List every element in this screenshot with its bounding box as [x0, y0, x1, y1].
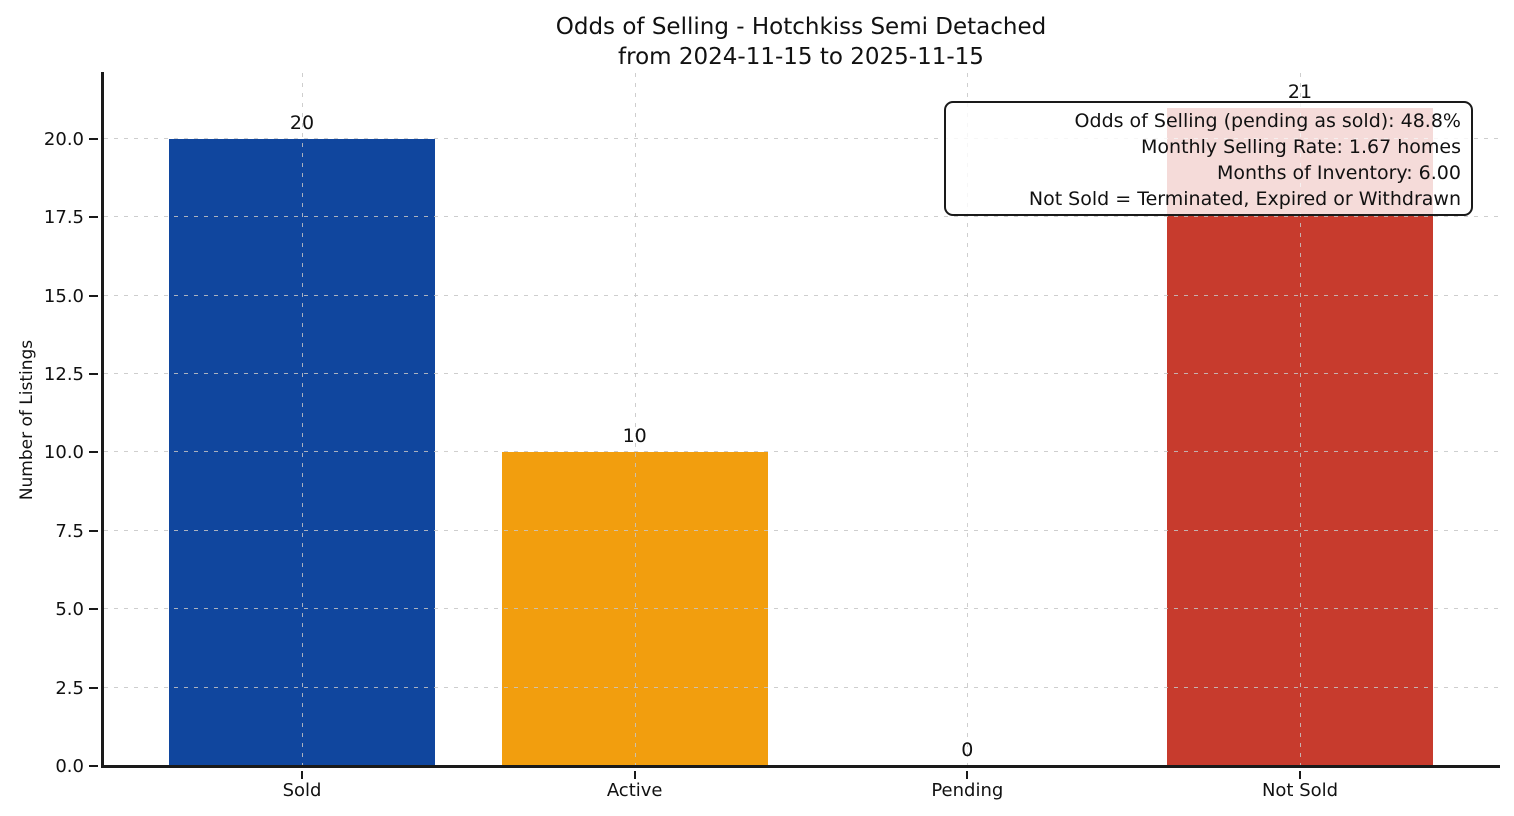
gridline-vertical-sold [302, 73, 303, 766]
bar-value-label-active: 10 [622, 425, 647, 448]
stat-months-of-inventory: Months of Inventory: 6.00 [1217, 162, 1461, 184]
gridline-horizontal-5.0 [104, 608, 1498, 610]
stat-monthly-selling-rate: Monthly Selling Rate: 1.67 homes [1141, 136, 1461, 158]
y-tick-mark-20.0 [89, 137, 98, 140]
y-tick-mark-17.5 [89, 216, 98, 219]
y-tick-label-10.0: 10.0 [43, 442, 84, 464]
gridline-horizontal-7.5 [104, 529, 1498, 531]
x-tick-label-sold: Sold [282, 780, 322, 801]
stat-not-sold-definition: Not Sold = Terminated, Expired or Withdr… [1028, 188, 1461, 210]
x-tick-mark-active [633, 771, 636, 779]
stat-odds-of-selling: Odds of Selling (pending as sold): 48.8% [1074, 110, 1461, 132]
chart-title-line2: from 2024-11-15 to 2025-11-15 [618, 44, 984, 70]
y-tick-label-12.5: 12.5 [43, 364, 84, 386]
bar-value-label-not-sold: 21 [1287, 80, 1313, 103]
gridline-vertical-not-sold [1300, 73, 1301, 766]
y-axis-spine [101, 72, 104, 768]
gridline-horizontal-15.0 [104, 294, 1498, 296]
gridline-vertical-active [634, 73, 636, 766]
y-tick-mark-12.5 [89, 373, 98, 376]
y-tick-label-17.5: 17.5 [43, 207, 84, 229]
x-tick-mark-sold [301, 771, 303, 779]
y-tick-mark-10.0 [89, 451, 98, 454]
y-tick-label-0.0: 0.0 [55, 756, 84, 777]
y-tick-mark-15.0 [89, 294, 98, 297]
y-tick-label-7.5: 7.5 [55, 520, 84, 542]
x-tick-label-pending: Pending [931, 780, 1004, 801]
gridline-horizontal-17.5 [104, 216, 1498, 218]
gridline-vertical-pending [967, 73, 969, 766]
gridline-horizontal-20.0 [104, 137, 1498, 139]
y-tick-label-5.0: 5.0 [55, 599, 84, 621]
x-axis-spine [101, 765, 1500, 768]
x-tick-mark-pending [966, 771, 969, 779]
plot-area: 20 Sold 10 Active 0 Pending 21 Not Sold 0.0 2.5 5.… [44, 73, 1498, 801]
gridline-horizontal-12.5 [104, 373, 1498, 375]
x-tick-mark-not-sold [1299, 771, 1301, 779]
y-tick-label-2.5: 2.5 [55, 677, 84, 699]
x-tick-label-not-sold: Not Sold [1261, 780, 1339, 801]
stats-annotation-box: Odds of Selling (pending as sold): 48.8%… [944, 101, 1473, 216]
gridline-horizontal-2.5 [104, 686, 1498, 688]
y-tick-label-15.0: 15.0 [43, 285, 84, 307]
y-tick-mark-7.5 [89, 529, 98, 532]
y-tick-label-20.0: 20.0 [43, 128, 84, 150]
y-tick-mark-5.0 [89, 608, 98, 611]
y-tick-mark-2.5 [89, 686, 98, 689]
bar-value-label-pending: 0 [961, 739, 974, 761]
gridline-horizontal-10.0 [104, 451, 1498, 453]
x-tick-label-active: Active [606, 780, 663, 801]
y-tick-mark-0.0 [89, 765, 98, 767]
chart-title: Odds of Selling - Hotchkiss Semi Detache… [104, 12, 1498, 72]
bar-value-label-sold: 20 [289, 111, 315, 134]
chart-title-line1: Odds of Selling - Hotchkiss Semi Detache… [555, 14, 1047, 40]
